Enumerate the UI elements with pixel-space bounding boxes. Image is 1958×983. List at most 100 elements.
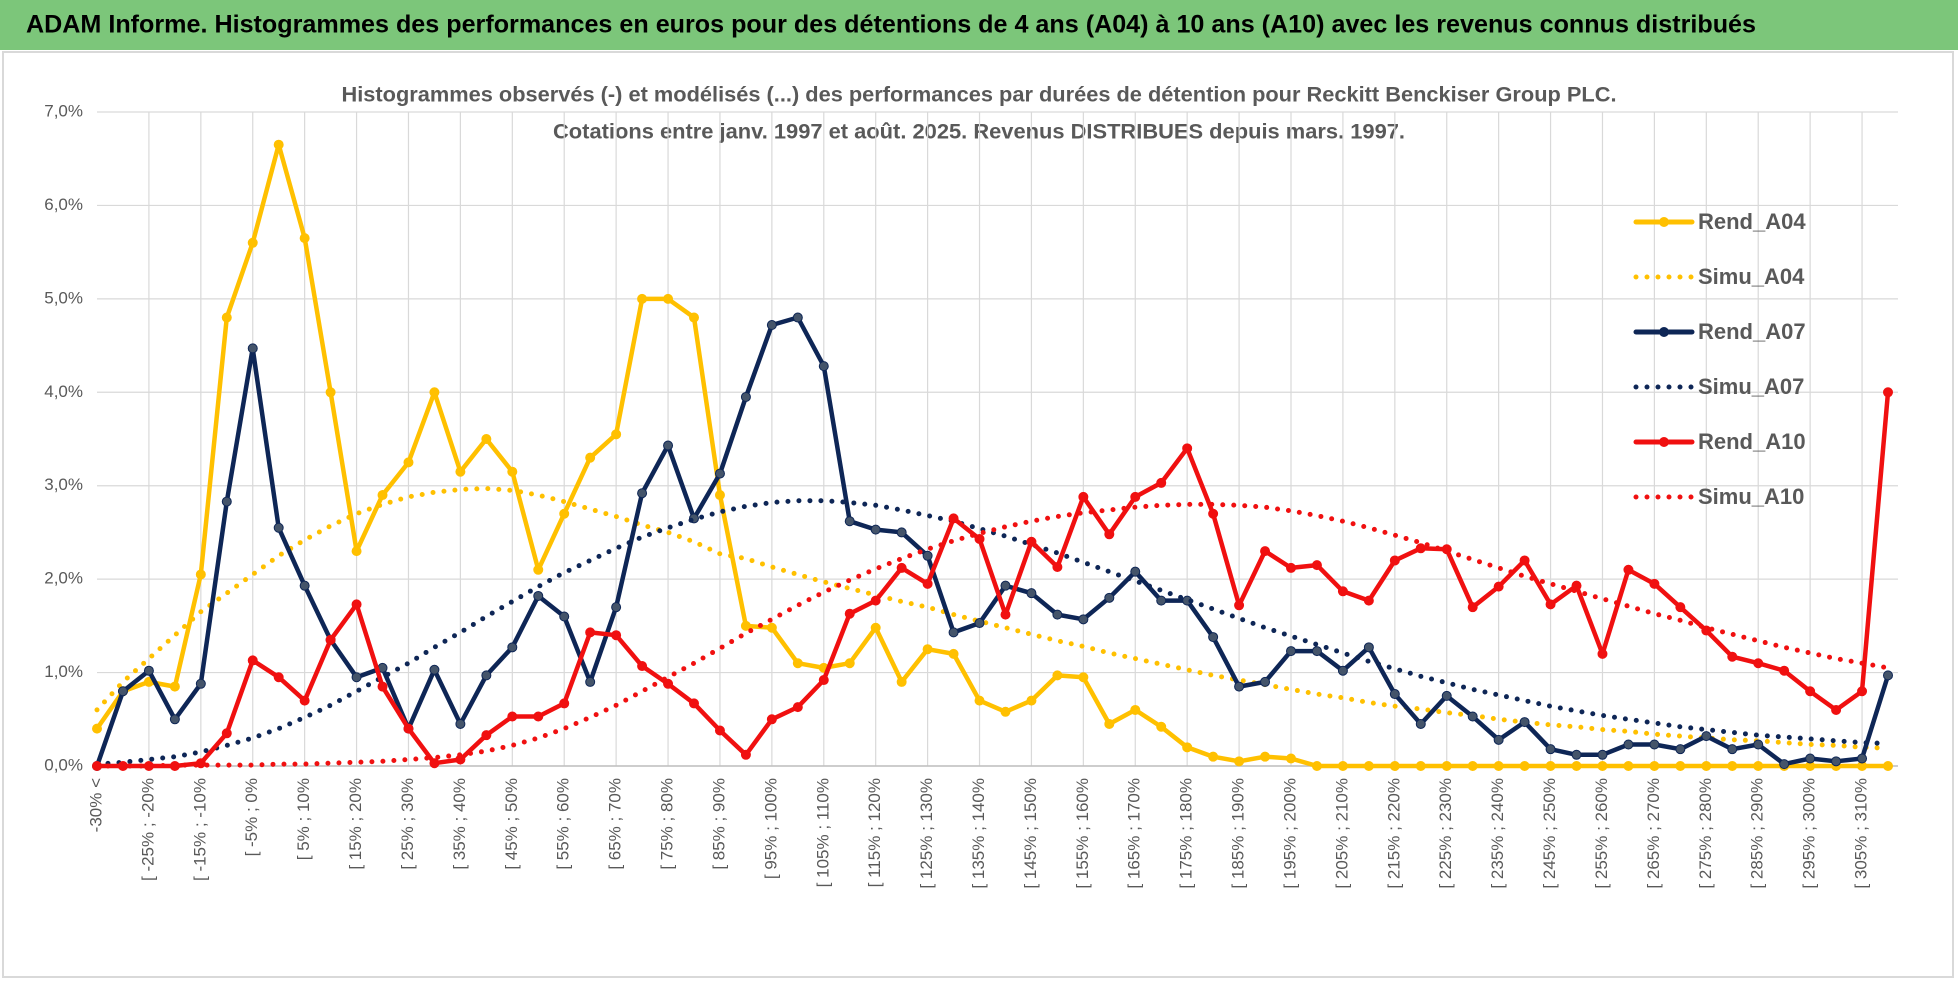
- data-point: [1208, 508, 1219, 519]
- legend-label: Rend_A07: [1698, 319, 1806, 344]
- data-point: [1182, 742, 1193, 753]
- data-point: [740, 391, 751, 402]
- data-point: [429, 387, 440, 398]
- data-point: [1649, 739, 1660, 750]
- y-tick-label: 1,0%: [44, 662, 83, 681]
- data-point: [1260, 751, 1271, 762]
- model-line: [94, 498, 1891, 767]
- data-point: [1883, 670, 1893, 681]
- legend-label: Simu_A04: [1698, 264, 1805, 289]
- data-point: [1727, 744, 1738, 755]
- data-point: [844, 516, 855, 527]
- data-point: [1156, 721, 1167, 732]
- data-point: [1519, 555, 1530, 566]
- data-point: [403, 723, 414, 734]
- data-point: [766, 622, 777, 633]
- data-point: [1467, 602, 1478, 613]
- x-tick-label: [ 155% ; 160%: [1073, 778, 1092, 889]
- y-tick-label: 2,0%: [44, 569, 83, 588]
- data-point: [1519, 717, 1530, 728]
- data-point: [1156, 595, 1167, 606]
- data-point: [1753, 739, 1764, 750]
- data-point: [1649, 761, 1660, 771]
- x-tick-label: [ 255% ; 260%: [1592, 778, 1611, 889]
- data-point: [1389, 689, 1400, 700]
- data-point: [429, 664, 440, 675]
- data-point: [403, 457, 414, 468]
- x-tick-label: [ 305% ; 310%: [1852, 778, 1871, 889]
- x-tick-label: [ 195% ; 200%: [1280, 778, 1299, 889]
- data-point: [1675, 761, 1686, 771]
- data-point: [117, 686, 128, 697]
- data-point: [922, 550, 933, 561]
- data-point: [922, 578, 933, 589]
- x-tick-label: [ 215% ; 220%: [1384, 778, 1403, 889]
- data-point: [1000, 580, 1011, 591]
- data-point: [1234, 756, 1245, 767]
- data-point: [507, 466, 518, 477]
- data-point: [1286, 646, 1296, 657]
- data-point: [740, 620, 751, 631]
- data-point: [325, 387, 336, 398]
- data-point: [351, 546, 362, 557]
- x-tick-label: [ 245% ; 250%: [1540, 778, 1559, 889]
- data-point: [1260, 546, 1271, 557]
- data-point: [740, 749, 751, 760]
- x-tick-label: -30% <: [86, 778, 105, 832]
- data-point: [559, 508, 570, 519]
- data-point: [1597, 761, 1608, 771]
- data-point: [1130, 704, 1141, 715]
- data-point: [948, 648, 959, 659]
- data-point: [611, 602, 622, 613]
- data-point: [974, 618, 985, 629]
- data-point: [455, 718, 466, 729]
- data-point: [1701, 731, 1712, 742]
- data-point: [455, 466, 466, 477]
- data-point: [1571, 749, 1582, 760]
- data-point: [1052, 561, 1063, 572]
- x-tick-label: [ 185% ; 190%: [1229, 778, 1248, 889]
- data-point: [1597, 648, 1608, 659]
- data-point: [637, 488, 648, 499]
- data-point: [1727, 651, 1738, 662]
- data-point: [481, 670, 492, 681]
- y-tick-label: 7,0%: [44, 101, 83, 120]
- data-point: [1493, 734, 1504, 745]
- data-point: [1805, 686, 1816, 697]
- data-point: [1389, 555, 1400, 566]
- data-point: [585, 627, 596, 638]
- data-point: [1286, 562, 1296, 573]
- data-point: [1753, 658, 1764, 669]
- data-point: [1026, 536, 1037, 547]
- data-point: [169, 714, 180, 725]
- x-tick-label: [ 165% ; 170%: [1125, 778, 1144, 889]
- observed-line: [94, 315, 1891, 769]
- data-point: [1493, 581, 1504, 592]
- data-point: [1000, 609, 1011, 620]
- data-point: [377, 490, 388, 501]
- data-point: [351, 599, 362, 610]
- data-point: [896, 527, 907, 538]
- data-point: [1234, 600, 1245, 611]
- data-point: [792, 312, 803, 323]
- data-point: [195, 569, 206, 580]
- data-point: [1779, 665, 1790, 676]
- legend-marker: [1659, 327, 1669, 337]
- data-point: [1363, 761, 1374, 771]
- data-point: [1519, 761, 1530, 771]
- data-point: [533, 711, 544, 722]
- data-point: [870, 524, 881, 535]
- data-point: [143, 665, 154, 676]
- data-point: [377, 681, 388, 692]
- data-point: [948, 627, 959, 638]
- data-point: [1000, 706, 1011, 717]
- data-point: [689, 698, 699, 709]
- y-tick-label: 4,0%: [44, 382, 83, 401]
- data-point: [637, 661, 648, 672]
- data-point: [1727, 761, 1738, 771]
- data-point: [818, 361, 829, 372]
- data-point: [792, 658, 803, 669]
- data-point: [1779, 759, 1790, 770]
- data-point: [974, 695, 985, 706]
- data-point: [195, 678, 206, 689]
